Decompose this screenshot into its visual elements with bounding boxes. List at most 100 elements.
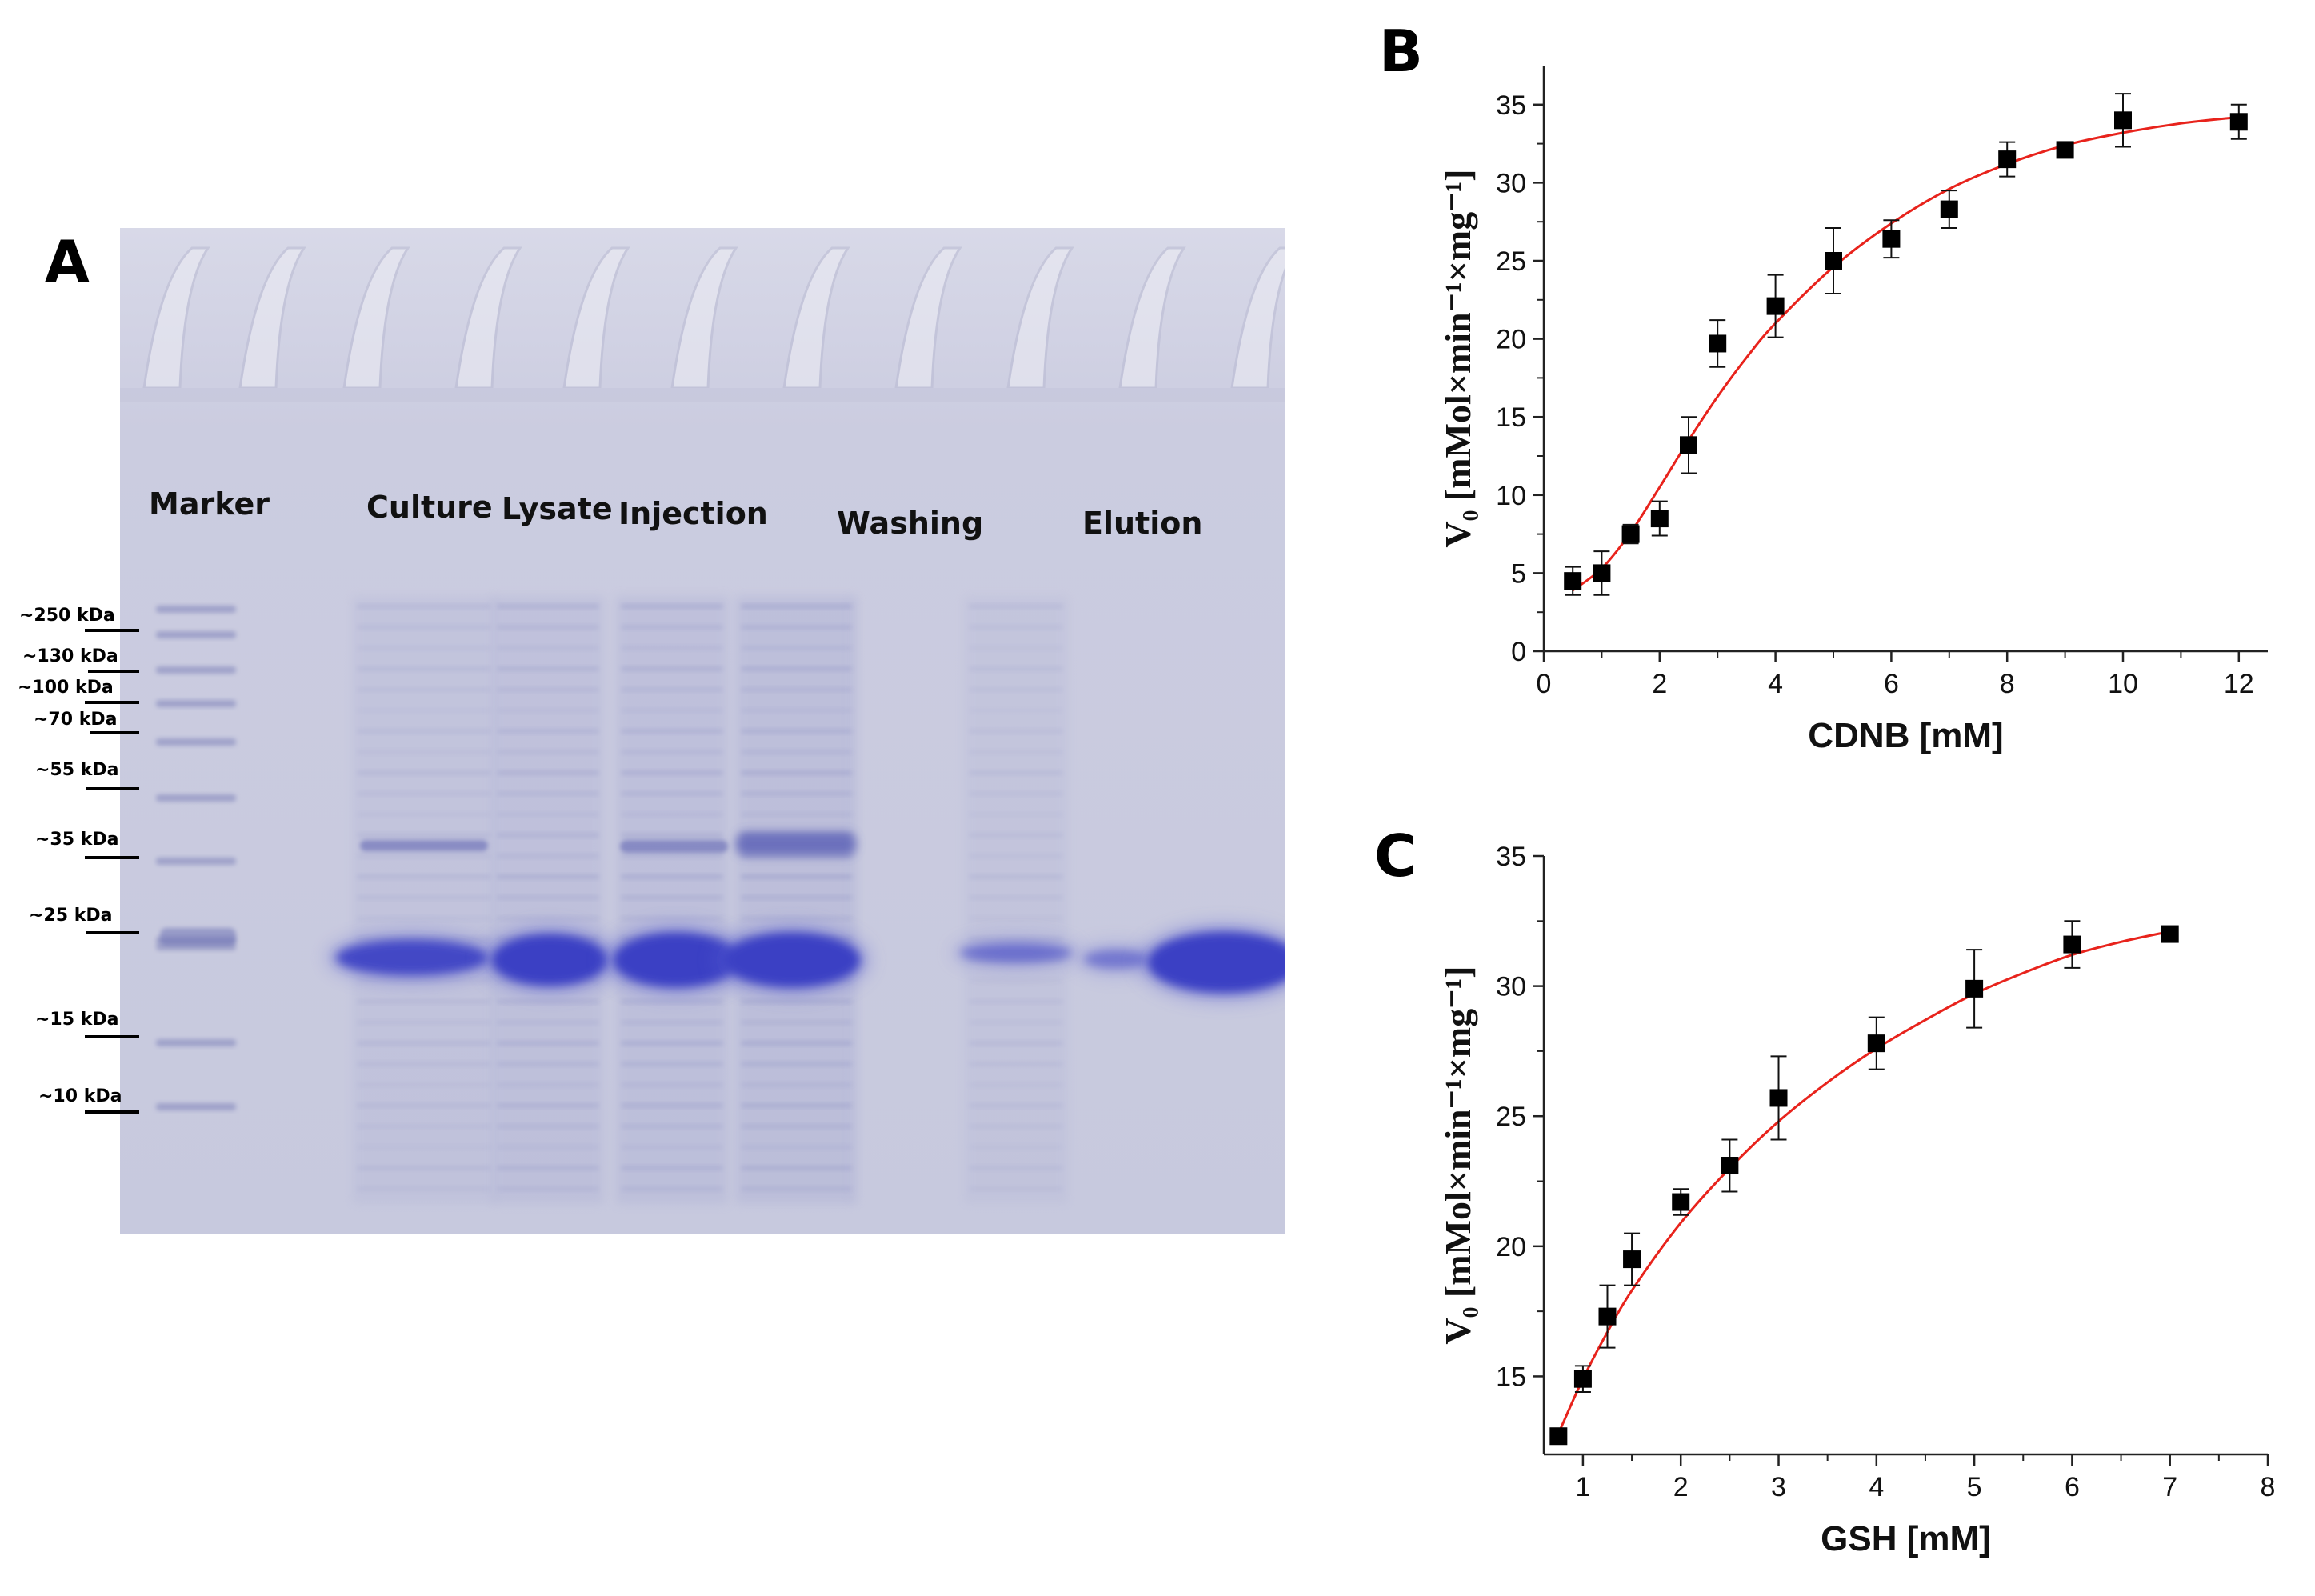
lane-minor-band: [849, 625, 855, 630]
protein-band-gst: [724, 933, 860, 987]
lane-minor-band: [741, 770, 851, 775]
lane-minor-band: [849, 1082, 855, 1087]
lane-minor-band: [741, 646, 851, 650]
lane-minor-band: [357, 1103, 491, 1108]
protein-band-gst: [492, 934, 607, 986]
lane-label-elution: Elution: [1082, 506, 1203, 541]
lane-minor-band: [969, 1186, 1063, 1191]
lane-minor-band: [849, 1145, 855, 1150]
lane-minor-band: [497, 729, 599, 734]
lane-minor-band: [497, 708, 599, 713]
lane-minor-band: [969, 604, 1063, 609]
data-point-marker: [1769, 1089, 1788, 1107]
mw-label-25: ~25 kDa: [29, 906, 113, 926]
lane-minor-band: [497, 1166, 599, 1170]
lane-minor-band: [621, 812, 723, 817]
x-tick-label: 6: [2065, 1472, 2080, 1502]
data-point-marker: [1593, 564, 1611, 582]
x-tick-label: 6: [1884, 669, 1899, 699]
protein-band-gst: [960, 943, 1072, 962]
lane-minor-band: [357, 833, 491, 838]
lane-minor-band: [741, 1041, 851, 1046]
lane-minor-band: [849, 999, 855, 1004]
ladder-band: [156, 858, 236, 865]
lane-minor-band: [621, 1082, 723, 1087]
y-tick-label: 20: [1496, 1232, 1526, 1262]
lane-minor-band: [497, 916, 599, 921]
y-tick-label: 30: [1496, 972, 1526, 1002]
lane-minor-band: [741, 687, 851, 692]
x-tick-label: 4: [1869, 1472, 1884, 1502]
lane-minor-band: [969, 999, 1063, 1004]
y-tick-label: 25: [1496, 246, 1526, 277]
gel-well: [1118, 246, 1186, 390]
lane-minor-band: [969, 646, 1063, 650]
lane-minor-band: [969, 1103, 1063, 1108]
gel-well: [894, 246, 962, 390]
lane-minor-band: [969, 791, 1063, 796]
data-point-marker: [1882, 230, 1901, 248]
protein-band-gst: [1084, 950, 1148, 969]
chart-c-gsh: 1 2 3 4 5 6 7 8 15 20 25 30 35 GSH [mM] V₀ [mMol×min⁻¹…: [1437, 842, 2276, 1558]
x-tick-label: 4: [1768, 669, 1783, 699]
lane-minor-band: [969, 916, 1063, 921]
y-tick-label: 20: [1496, 325, 1526, 355]
lane-minor-band: [969, 895, 1063, 900]
panel-letter-a: A: [45, 228, 90, 295]
lane-minor-band: [741, 999, 851, 1004]
lane-minor-band: [741, 1166, 851, 1170]
x-tick-label: 8: [2261, 1472, 2276, 1502]
lane-minor-band: [357, 687, 491, 692]
lane-minor-band: [497, 999, 599, 1004]
x-tick-label: 5: [1967, 1472, 1982, 1502]
lane-minor-band: [969, 625, 1063, 630]
lane-minor-band: [497, 646, 599, 650]
lane-minor-band: [621, 708, 723, 713]
lane-minor-band: [849, 750, 855, 754]
ladder-band: [156, 666, 236, 674]
lane-minor-band: [497, 1062, 599, 1066]
data-point-marker: [1998, 150, 2017, 169]
sds-page-gel: [120, 228, 1285, 1234]
data-point-marker: [2063, 935, 2081, 954]
data-point-marker: [1709, 334, 1727, 353]
lane-minor-band: [849, 770, 855, 775]
lane-minor-band: [621, 916, 723, 921]
data-point-marker: [2114, 111, 2132, 130]
lane-minor-band: [497, 1124, 599, 1129]
gel-well: [1230, 246, 1285, 390]
lane-minor-band: [357, 791, 491, 796]
lane-label-marker: Marker: [149, 486, 270, 522]
mw-label-130: ~130 kDa: [22, 646, 118, 666]
lane-minor-band: [741, 1124, 851, 1129]
data-point-marker: [1825, 252, 1842, 270]
lane-minor-band: [357, 1082, 491, 1087]
x-tick-label: 7: [2162, 1472, 2177, 1502]
lane-minor-band: [621, 750, 723, 754]
lane-minor-band: [849, 646, 855, 650]
data-point-marker: [1598, 1307, 1617, 1326]
y-tick-label: 15: [1496, 402, 1526, 433]
ladder-band: [156, 631, 236, 638]
lane-minor-band: [497, 1041, 599, 1046]
band-35kda: [736, 832, 856, 856]
gel-well: [782, 246, 850, 390]
lane-minor-band: [621, 874, 723, 879]
mw-tick-10: [85, 1110, 139, 1114]
data-point-marker: [1721, 1157, 1739, 1175]
lane-minor-band: [621, 1124, 723, 1129]
mw-label-250: ~250 kDa: [19, 606, 115, 626]
lane-minor-band: [969, 1166, 1063, 1170]
lane-minor-band: [969, 812, 1063, 817]
lane-label-injection: Injection: [618, 496, 768, 531]
lane-minor-band: [621, 1041, 723, 1046]
y-tick-label: 30: [1496, 168, 1526, 198]
ladder-band: [156, 1039, 236, 1046]
y-axis-title: V₀ [mMol×min⁻¹×mg⁻¹]: [1437, 966, 1478, 1344]
data-point-marker: [1672, 1193, 1690, 1211]
mw-tick-55: [86, 787, 139, 790]
y-tick-label: 0: [1511, 637, 1526, 667]
protein-band-gst: [614, 933, 738, 987]
data-point-marker: [1623, 1250, 1641, 1269]
lane-minor-band: [357, 874, 491, 879]
